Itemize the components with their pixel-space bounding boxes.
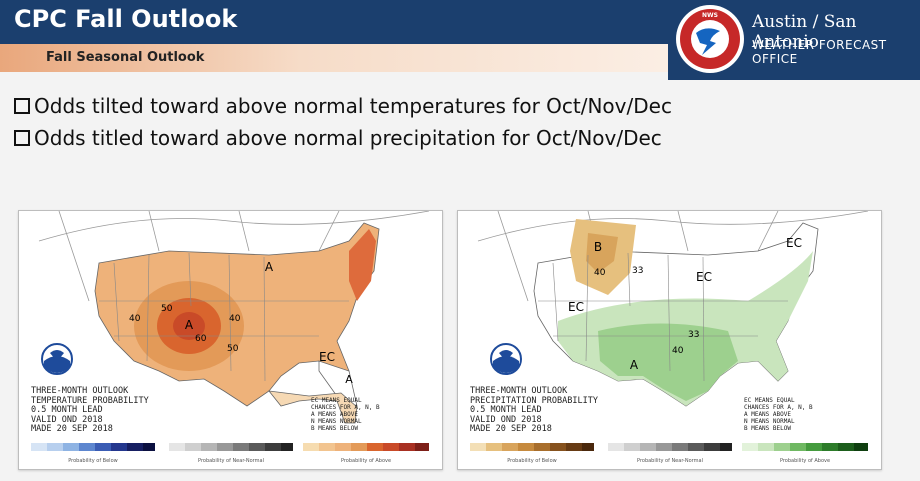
precip-legend-below: Probability of Below: [507, 458, 556, 464]
nws-logo: NWS: [676, 5, 744, 73]
note-line: N MEANS NORMAL: [744, 418, 795, 425]
temp-legend-below: Probability of Below: [68, 458, 117, 464]
temp-legend-above: Probability of Above: [341, 458, 391, 464]
temp-label-a-north: A: [265, 260, 274, 274]
precip-label-a: A: [630, 358, 639, 372]
precip-label-b: B: [594, 240, 602, 254]
checkbox-icon: [14, 98, 30, 114]
caption-line: 0.5 MONTH LEAD: [470, 405, 542, 415]
bullet-text: Odds tilted toward above normal temperat…: [34, 94, 672, 118]
subtitle-bar: Fall Seasonal Outlook: [0, 44, 668, 72]
precip-label-ec-west: EC: [568, 300, 584, 314]
note-line: EC MEANS EQUAL: [311, 397, 362, 404]
bullet-item: Odds titled toward above normal precipit…: [14, 122, 672, 154]
office-banner: NWS Austin / San Antonio WEATHER FORECAS…: [668, 0, 920, 80]
note-line: A MEANS ABOVE: [744, 411, 791, 418]
note-line: B MEANS BELOW: [311, 425, 358, 432]
precip-label-33-mid: 33: [688, 330, 699, 340]
temp-label-50-east: 50: [227, 344, 239, 354]
temperature-outlook-map: A A A 50 50 40 40 60 EC Probability of: [18, 210, 443, 470]
temp-label-60: 60: [195, 334, 207, 344]
checkbox-icon: [14, 130, 30, 146]
temp-label-40-west: 40: [129, 314, 141, 324]
temp-label-a-center: A: [185, 318, 194, 332]
note-line: CHANCES FOR A, N, B: [311, 404, 380, 411]
precip-label-ec-center: EC: [696, 270, 712, 284]
precipitation-outlook-map: B 40 33 33 EC EC EC A 40 Probability of: [457, 210, 882, 470]
precip-label-40-north: 40: [594, 268, 606, 278]
bullet-list: Odds tilted toward above normal temperat…: [14, 90, 672, 154]
note-line: EC MEANS EQUAL: [744, 397, 795, 404]
temp-label-a-florida: A: [345, 373, 353, 386]
precip-label-40-south: 40: [672, 346, 684, 356]
bullet-item: Odds tilted toward above normal temperat…: [14, 90, 672, 122]
temp-legend-near: Probability of Near-Normal: [198, 458, 264, 464]
caption-line: MADE 20 SEP 2018: [31, 424, 113, 434]
noaa-logo: [41, 343, 73, 375]
caption-line: THREE-MONTH OUTLOOK: [470, 386, 568, 396]
precip-map-graphic: B 40 33 33 EC EC EC A 40 Probability of: [470, 211, 869, 464]
precip-label-33-north: 33: [632, 266, 643, 276]
note-line: CHANCES FOR A, N, B: [744, 404, 813, 411]
caption-line: VALID OND 2018: [470, 414, 542, 425]
temp-label-ec: EC: [319, 350, 335, 364]
precip-legend-near: Probability of Near-Normal: [637, 458, 703, 464]
temp-label-40-mid: 40: [229, 314, 241, 324]
precip-label-ec-northeast: EC: [786, 236, 802, 250]
temperature-map-graphic: A A A 50 50 40 40 60 EC Probability of: [31, 211, 430, 464]
caption-line: VALID OND 2018: [31, 414, 103, 425]
bullet-text: Odds titled toward above normal precipit…: [34, 126, 662, 150]
caption-line: PRECIPITATION PROBABILITY: [470, 395, 598, 406]
temp-label-50-west: 50: [161, 304, 173, 314]
svg-text:NWS: NWS: [702, 12, 718, 19]
precip-map-caption: THREE-MONTH OUTLOOK PRECIPITATION PROBABI…: [470, 386, 598, 435]
noaa-logo: [490, 343, 522, 375]
temp-map-caption: THREE-MONTH OUTLOOK TEMPERATURE PROBABILI…: [31, 386, 149, 435]
note-line: B MEANS BELOW: [744, 425, 791, 432]
note-line: N MEANS NORMAL: [311, 418, 362, 425]
page-subtitle: Fall Seasonal Outlook: [46, 50, 205, 65]
caption-line: TEMPERATURE PROBABILITY: [31, 395, 149, 406]
caption-line: MADE 20 SEP 2018: [470, 424, 552, 434]
office-name: Austin / San Antonio: [752, 12, 857, 52]
caption-line: THREE-MONTH OUTLOOK: [31, 386, 129, 396]
page-title: CPC Fall Outlook: [14, 5, 238, 33]
temp-legend-bar: [31, 443, 429, 451]
caption-line: 0.5 MONTH LEAD: [31, 405, 103, 415]
precip-legend-above: Probability of Above: [780, 458, 830, 464]
office-subtitle: WEATHER FORECAST OFFICE: [752, 38, 887, 66]
note-line: A MEANS ABOVE: [311, 411, 358, 418]
precip-legend-bar: [470, 443, 868, 451]
